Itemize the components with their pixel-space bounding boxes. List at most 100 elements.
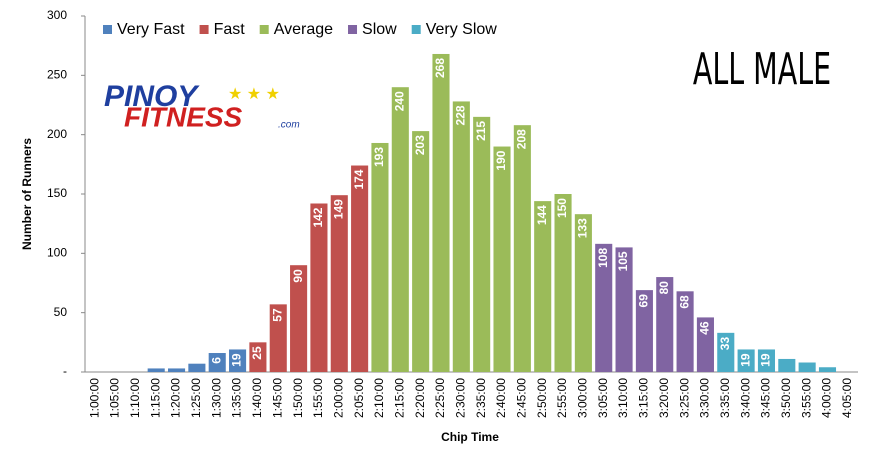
y-tick-label: 300	[47, 8, 67, 22]
bar	[310, 203, 328, 372]
bar	[391, 87, 409, 372]
x-tick-label: 2:30:00	[454, 378, 468, 418]
data-label: 268	[433, 58, 447, 78]
data-label: 19	[738, 353, 752, 367]
bar	[696, 317, 714, 372]
x-tick-label: 4:00:00	[820, 378, 834, 418]
data-label: 203	[413, 135, 427, 155]
x-tick-label: 2:25:00	[433, 378, 447, 418]
x-tick-label: 1:25:00	[189, 378, 203, 418]
bar	[330, 195, 348, 372]
y-tick-label: 250	[47, 68, 67, 82]
bar	[371, 142, 389, 372]
legend-label: Average	[274, 21, 333, 38]
bar	[595, 243, 613, 372]
data-label: 90	[291, 269, 305, 283]
x-tick-label: 2:15:00	[392, 378, 406, 418]
data-label: 108	[596, 248, 610, 268]
logo-stars: ★ ★ ★	[228, 86, 280, 103]
x-axis-title: Chip Time	[441, 430, 499, 444]
x-tick-label: 1:00:00	[87, 378, 101, 418]
bar	[412, 131, 430, 372]
data-label: 174	[352, 169, 366, 189]
bar	[269, 304, 287, 372]
data-label: 133	[576, 218, 590, 238]
y-tick-label: 100	[47, 246, 67, 260]
data-label: 149	[331, 199, 345, 219]
bar	[798, 362, 816, 372]
bar	[493, 146, 511, 372]
bar	[452, 101, 470, 372]
legend-swatch	[103, 25, 112, 34]
y-axis-title: Number of Runners	[20, 138, 34, 250]
x-tick-label: 2:40:00	[494, 378, 508, 418]
x-tick-label: 3:55:00	[799, 378, 813, 418]
x-tick-label: 3:20:00	[657, 378, 671, 418]
data-label: 69	[637, 294, 651, 308]
y-tick-label: 150	[47, 186, 67, 200]
logo-suffix: .com	[278, 120, 300, 131]
x-tick-label: 1:10:00	[128, 378, 142, 418]
bar	[147, 368, 165, 372]
x-tick-label: 1:55:00	[311, 378, 325, 418]
data-label: 142	[311, 207, 325, 227]
x-tick-label: 2:10:00	[372, 378, 386, 418]
logo-line2: FITNESS	[124, 101, 243, 132]
data-label: 25	[250, 346, 264, 360]
legend-label: Fast	[214, 21, 246, 38]
bar	[249, 342, 267, 372]
x-tick-label: 1:35:00	[230, 378, 244, 418]
bar	[290, 265, 308, 372]
x-tick-label: 1:15:00	[148, 378, 162, 418]
bar	[635, 290, 653, 372]
x-tick-label: 2:05:00	[352, 378, 366, 418]
x-tick-label: 3:00:00	[576, 378, 590, 418]
data-label: 190	[494, 150, 508, 170]
bar	[188, 363, 206, 372]
data-label: 240	[392, 91, 406, 111]
x-tick-label: 3:15:00	[637, 378, 651, 418]
x-tick-label: 3:30:00	[698, 378, 712, 418]
data-label: 150	[555, 198, 569, 218]
x-tick-label: 4:05:00	[840, 378, 854, 418]
data-label: 144	[535, 205, 549, 225]
x-tick-label: 3:40:00	[738, 378, 752, 418]
bar	[167, 368, 186, 372]
x-tick-label: 3:45:00	[759, 378, 773, 418]
bar	[656, 277, 674, 372]
x-tick-label: 2:45:00	[515, 378, 529, 418]
data-label: 193	[372, 147, 386, 167]
legend-label: Very Slow	[426, 21, 498, 38]
x-tick-label: 1:40:00	[250, 378, 264, 418]
legend-swatch	[199, 25, 209, 34]
x-tick-label: 3:35:00	[718, 378, 732, 418]
x-tick-label: 1:50:00	[291, 378, 305, 418]
x-tick-label: 3:05:00	[596, 378, 610, 418]
legend-label: Very Fast	[117, 21, 185, 38]
bar	[351, 165, 369, 372]
x-tick-label: 3:10:00	[616, 378, 630, 418]
bar	[615, 247, 633, 372]
bar	[574, 214, 592, 372]
x-tick-label: 2:00:00	[331, 378, 345, 418]
x-tick-label: 3:25:00	[677, 378, 691, 418]
bar	[818, 367, 837, 372]
data-label: 105	[616, 251, 630, 271]
annotation: ALL MALE	[693, 44, 831, 96]
y-tick-label: 200	[47, 127, 67, 141]
data-label: 19	[759, 353, 773, 367]
data-label: 228	[454, 105, 468, 125]
x-tick-label: 2:50:00	[535, 378, 549, 418]
legend-swatch	[348, 25, 358, 34]
y-tick-label: -	[63, 364, 67, 378]
data-label: 46	[698, 321, 712, 335]
bar	[208, 353, 226, 372]
bar	[757, 349, 776, 372]
x-tick-label: 2:55:00	[555, 378, 569, 418]
data-label: 57	[270, 308, 284, 322]
legend-swatch	[411, 25, 421, 34]
x-tick-label: 1:20:00	[169, 378, 183, 418]
legend-swatch	[259, 25, 269, 34]
x-tick-label: 2:35:00	[474, 378, 488, 418]
bar	[717, 332, 735, 372]
